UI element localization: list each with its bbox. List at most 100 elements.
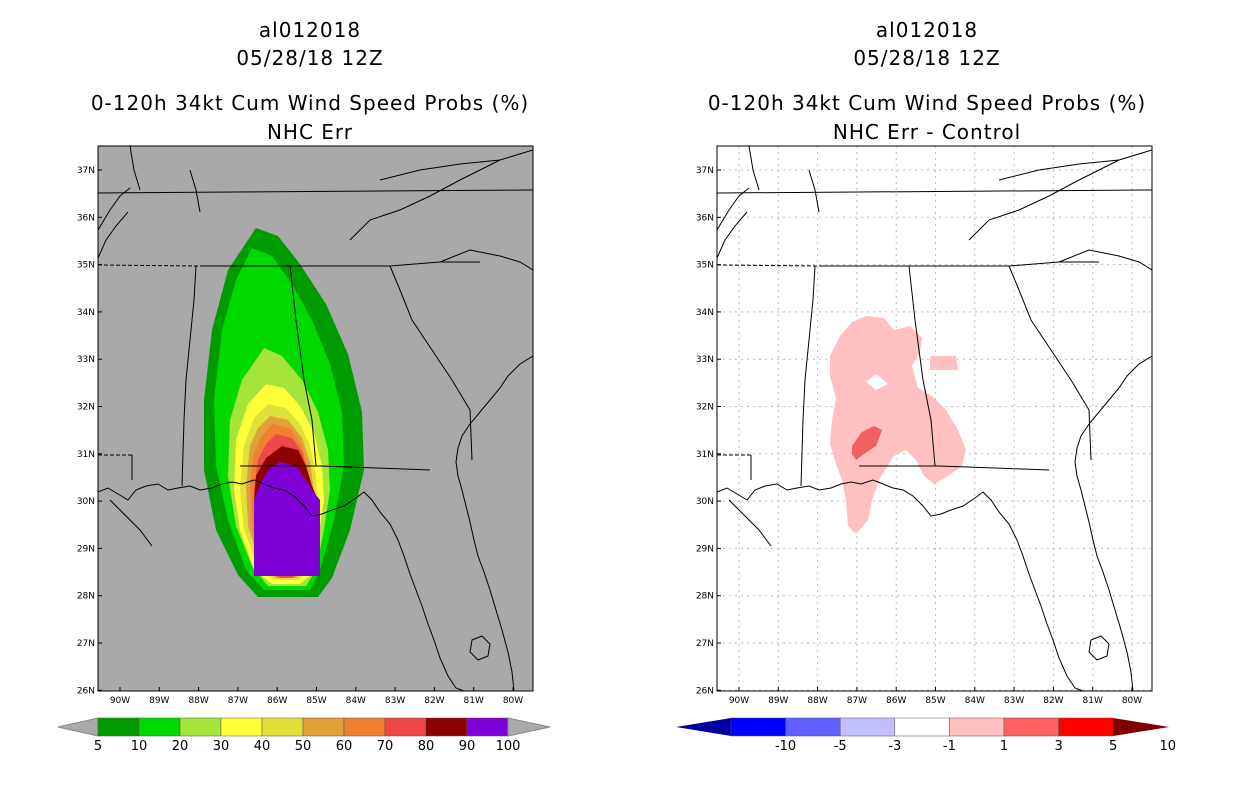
right-lon-label: 88W <box>807 696 827 706</box>
right-colorbar-swatch <box>894 717 950 737</box>
right-colorbar: -10 -5 -3 -1 1 3 5 10 <box>676 717 1177 754</box>
left-colorbar-swatch <box>261 717 304 737</box>
left-colorbar-swatch <box>220 717 263 737</box>
left-lat-label: 36N <box>77 213 95 223</box>
left-colorbar-label: 80 <box>418 739 435 754</box>
left-colorbar-label: 90 <box>459 739 476 754</box>
right-colorbar-swatch <box>730 717 786 737</box>
right-map-gridlines <box>717 146 1152 691</box>
left-colorbar-label: 10 <box>131 739 148 754</box>
right-lat-label: 31N <box>696 450 714 460</box>
left-lon-label: 83W <box>385 696 405 706</box>
left-map <box>97 145 534 692</box>
left-colorbar-swatch <box>343 717 386 737</box>
left-lon-label: 84W <box>346 696 366 706</box>
left-lat-label: 30N <box>77 497 95 507</box>
right-lat-label: 34N <box>696 308 714 318</box>
right-lon-label: 89W <box>768 696 788 706</box>
right-lon-label: 83W <box>1004 696 1024 706</box>
right-lat-label: 35N <box>696 261 714 271</box>
diff-contour-pink <box>830 316 966 534</box>
left-colorbar-label: 30 <box>213 739 230 754</box>
left-lon-label: 90W <box>110 696 130 706</box>
right-colorbar-label: 1 <box>1000 739 1008 754</box>
left-lat-label: 29N <box>77 544 95 554</box>
right-lon-label: 82W <box>1043 696 1063 706</box>
right-colorbar-low-arrow <box>676 718 731 736</box>
left-colorbar-label: 70 <box>377 739 394 754</box>
left-colorbar-swatch <box>138 717 181 737</box>
left-colorbar-label: 100 <box>496 739 521 754</box>
left-lat-label: 28N <box>77 592 95 602</box>
right-colorbar-swatch <box>839 717 896 737</box>
left-colorbar-label: 50 <box>295 739 312 754</box>
left-colorbar-swatch <box>179 717 222 737</box>
diff-hole <box>866 374 888 390</box>
left-lon-label: 86W <box>267 696 287 706</box>
right-colorbar-label: -3 <box>888 739 901 754</box>
right-map-frame <box>716 145 1153 692</box>
left-colorbar-swatch <box>97 717 140 737</box>
left-colorbar-swatch <box>302 717 345 737</box>
right-colorbar-high-arrow <box>1113 718 1170 736</box>
left-lon-label: 80W <box>503 696 523 706</box>
left-colorbar-swatch <box>466 717 509 737</box>
left-title: 0-120h 34kt Cum Wind Speed Probs (%) <box>90 91 530 115</box>
left-lat-label: 26N <box>77 686 95 696</box>
right-lat-label: 29N <box>696 544 714 554</box>
left-lat-label: 35N <box>77 261 95 271</box>
left-colorbar-low-arrow <box>57 717 99 737</box>
right-subtitle: NHC Err - Control <box>832 120 1022 144</box>
right-lat-label: 36N <box>696 213 714 223</box>
right-lat-label: 30N <box>696 497 714 507</box>
right-lon-label: 81W <box>1083 696 1103 706</box>
right-lon-label: 80W <box>1122 696 1142 706</box>
right-colorbar-label: -10 <box>775 739 796 754</box>
left-colorbar-label: 40 <box>254 739 271 754</box>
left-lat-label: 37N <box>77 166 95 176</box>
right-lon-label: 86W <box>886 696 906 706</box>
diff-contour-red <box>852 426 882 460</box>
left-lat-label: 27N <box>77 639 95 649</box>
right-colorbar-label: -5 <box>834 739 847 754</box>
right-lon-label: 85W <box>925 696 945 706</box>
left-lon-label: 87W <box>228 696 248 706</box>
left-lat-label: 33N <box>77 355 95 365</box>
left-lon-label: 88W <box>188 696 208 706</box>
left-colorbar-label: 20 <box>172 739 189 754</box>
right-lon-label: 84W <box>965 696 985 706</box>
right-lat-label: 26N <box>696 686 714 696</box>
left-lon-label: 89W <box>149 696 169 706</box>
left-lat-label: 31N <box>77 450 95 460</box>
right-lon-label: 87W <box>847 696 867 706</box>
right-colorbar-swatch <box>1058 717 1114 737</box>
right-lat-label: 33N <box>696 355 714 365</box>
right-lat-label: 27N <box>696 639 714 649</box>
left-subtitle: NHC Err <box>266 120 354 144</box>
right-colorbar-label: 5 <box>1109 739 1117 754</box>
left-colorbar-swatch <box>384 717 427 737</box>
right-map <box>716 145 1153 692</box>
right-colorbar-label: -1 <box>943 739 956 754</box>
right-colorbar-swatch <box>949 717 1005 737</box>
right-date: 05/28/18 12Z <box>853 46 1001 70</box>
left-colorbar-high-arrow <box>507 717 551 737</box>
right-lat-label: 32N <box>696 403 714 413</box>
left-colorbar-label: 60 <box>336 739 353 754</box>
left-colorbar-label: 5 <box>94 739 102 754</box>
right-colorbar-label: 3 <box>1054 739 1062 754</box>
right-colorbar-swatch <box>1003 717 1059 737</box>
left-lon-label: 85W <box>306 696 326 706</box>
left-storm-id: al012018 <box>258 18 362 42</box>
right-storm-id: al012018 <box>875 18 979 42</box>
right-lat-label: 28N <box>696 592 714 602</box>
left-lat-label: 34N <box>77 308 95 318</box>
diff-contour-pink-small <box>930 356 958 370</box>
left-colorbar-swatch <box>425 717 468 737</box>
left-lon-label: 82W <box>424 696 444 706</box>
left-lat-label: 32N <box>77 403 95 413</box>
right-colorbar-label: 10 <box>1160 739 1177 754</box>
right-colorbar-swatch <box>785 717 841 737</box>
prob-contour-90 <box>254 462 320 576</box>
